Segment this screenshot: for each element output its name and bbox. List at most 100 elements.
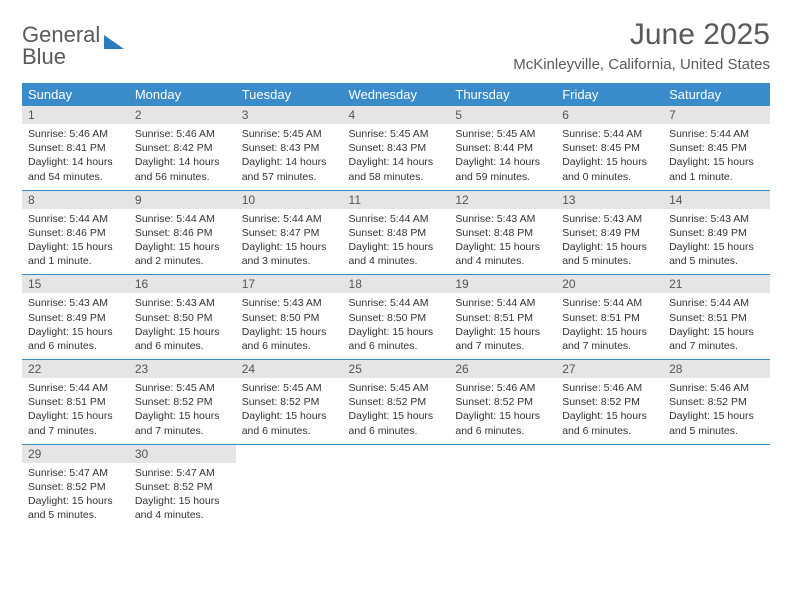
- sunrise-text: Sunrise: 5:43 AM: [28, 296, 123, 310]
- sunset-text: Sunset: 8:52 PM: [242, 395, 337, 409]
- day-body: Sunrise: 5:44 AMSunset: 8:45 PMDaylight:…: [663, 124, 770, 190]
- daylight-line1: Daylight: 15 hours: [28, 494, 123, 508]
- day-cell: 13Sunrise: 5:43 AMSunset: 8:49 PMDayligh…: [556, 190, 663, 275]
- day-body: Sunrise: 5:44 AMSunset: 8:50 PMDaylight:…: [343, 293, 450, 359]
- daylight-line2: and 7 minutes.: [669, 339, 764, 353]
- daylight-line2: and 5 minutes.: [562, 254, 657, 268]
- sunset-text: Sunset: 8:46 PM: [28, 226, 123, 240]
- daylight-line2: and 5 minutes.: [669, 254, 764, 268]
- daylight-line1: Daylight: 15 hours: [28, 240, 123, 254]
- day-number: 28: [663, 360, 770, 378]
- dayname: Monday: [129, 83, 236, 106]
- week-row: 8Sunrise: 5:44 AMSunset: 8:46 PMDaylight…: [22, 190, 770, 275]
- day-cell: [449, 444, 556, 528]
- sunset-text: Sunset: 8:51 PM: [455, 311, 550, 325]
- sunrise-text: Sunrise: 5:43 AM: [455, 212, 550, 226]
- daylight-line1: Daylight: 15 hours: [349, 240, 444, 254]
- sunrise-text: Sunrise: 5:45 AM: [242, 381, 337, 395]
- sunrise-text: Sunrise: 5:44 AM: [455, 296, 550, 310]
- day-cell: 27Sunrise: 5:46 AMSunset: 8:52 PMDayligh…: [556, 360, 663, 445]
- calendar-table: Sunday Monday Tuesday Wednesday Thursday…: [22, 83, 770, 528]
- day-cell: 4Sunrise: 5:45 AMSunset: 8:43 PMDaylight…: [343, 106, 450, 190]
- sunset-text: Sunset: 8:51 PM: [669, 311, 764, 325]
- day-number: 22: [22, 360, 129, 378]
- daylight-line2: and 6 minutes.: [242, 424, 337, 438]
- day-body: Sunrise: 5:46 AMSunset: 8:42 PMDaylight:…: [129, 124, 236, 190]
- sunset-text: Sunset: 8:52 PM: [669, 395, 764, 409]
- sunset-text: Sunset: 8:47 PM: [242, 226, 337, 240]
- day-body: Sunrise: 5:44 AMSunset: 8:46 PMDaylight:…: [22, 209, 129, 275]
- day-number: 9: [129, 191, 236, 209]
- sunset-text: Sunset: 8:46 PM: [135, 226, 230, 240]
- day-body: Sunrise: 5:44 AMSunset: 8:51 PMDaylight:…: [449, 293, 556, 359]
- day-number: 20: [556, 275, 663, 293]
- day-number: 8: [22, 191, 129, 209]
- day-number: 29: [22, 445, 129, 463]
- day-cell: 30Sunrise: 5:47 AMSunset: 8:52 PMDayligh…: [129, 444, 236, 528]
- sunset-text: Sunset: 8:52 PM: [455, 395, 550, 409]
- day-cell: 7Sunrise: 5:44 AMSunset: 8:45 PMDaylight…: [663, 106, 770, 190]
- day-number: 1: [22, 106, 129, 124]
- brand-logo: General Blue: [22, 24, 124, 68]
- daylight-line1: Daylight: 15 hours: [349, 409, 444, 423]
- sunset-text: Sunset: 8:51 PM: [28, 395, 123, 409]
- day-number: 3: [236, 106, 343, 124]
- sunset-text: Sunset: 8:52 PM: [135, 480, 230, 494]
- daylight-line1: Daylight: 15 hours: [562, 409, 657, 423]
- day-body: Sunrise: 5:45 AMSunset: 8:43 PMDaylight:…: [343, 124, 450, 190]
- sunset-text: Sunset: 8:50 PM: [242, 311, 337, 325]
- week-row: 1Sunrise: 5:46 AMSunset: 8:41 PMDaylight…: [22, 106, 770, 190]
- daylight-line1: Daylight: 15 hours: [562, 325, 657, 339]
- sunrise-text: Sunrise: 5:44 AM: [562, 296, 657, 310]
- day-cell: 3Sunrise: 5:45 AMSunset: 8:43 PMDaylight…: [236, 106, 343, 190]
- day-number: 15: [22, 275, 129, 293]
- daylight-line2: and 54 minutes.: [28, 170, 123, 184]
- day-cell: 11Sunrise: 5:44 AMSunset: 8:48 PMDayligh…: [343, 190, 450, 275]
- day-body: Sunrise: 5:44 AMSunset: 8:46 PMDaylight:…: [129, 209, 236, 275]
- day-body: Sunrise: 5:43 AMSunset: 8:50 PMDaylight:…: [236, 293, 343, 359]
- sunrise-text: Sunrise: 5:44 AM: [28, 212, 123, 226]
- day-number: 6: [556, 106, 663, 124]
- week-row: 22Sunrise: 5:44 AMSunset: 8:51 PMDayligh…: [22, 360, 770, 445]
- sunrise-text: Sunrise: 5:44 AM: [669, 296, 764, 310]
- day-cell: [236, 444, 343, 528]
- location-text: McKinleyville, California, United States: [513, 56, 770, 73]
- sunrise-text: Sunrise: 5:43 AM: [669, 212, 764, 226]
- daylight-line2: and 7 minutes.: [455, 339, 550, 353]
- daylight-line1: Daylight: 15 hours: [669, 240, 764, 254]
- daylight-line2: and 5 minutes.: [28, 508, 123, 522]
- sunset-text: Sunset: 8:49 PM: [28, 311, 123, 325]
- dayname: Tuesday: [236, 83, 343, 106]
- sunset-text: Sunset: 8:44 PM: [455, 141, 550, 155]
- day-number: 18: [343, 275, 450, 293]
- daylight-line1: Daylight: 15 hours: [135, 240, 230, 254]
- daylight-line2: and 1 minute.: [28, 254, 123, 268]
- sunrise-text: Sunrise: 5:44 AM: [669, 127, 764, 141]
- daylight-line1: Daylight: 15 hours: [28, 325, 123, 339]
- daylight-line1: Daylight: 15 hours: [28, 409, 123, 423]
- daylight-line2: and 2 minutes.: [135, 254, 230, 268]
- daylight-line2: and 58 minutes.: [349, 170, 444, 184]
- sunrise-text: Sunrise: 5:45 AM: [242, 127, 337, 141]
- day-cell: [343, 444, 450, 528]
- day-number: 19: [449, 275, 556, 293]
- day-cell: 25Sunrise: 5:45 AMSunset: 8:52 PMDayligh…: [343, 360, 450, 445]
- day-number: 16: [129, 275, 236, 293]
- sunrise-text: Sunrise: 5:44 AM: [562, 127, 657, 141]
- page-header: General Blue June 2025 McKinleyville, Ca…: [22, 18, 770, 73]
- day-body: Sunrise: 5:46 AMSunset: 8:52 PMDaylight:…: [556, 378, 663, 444]
- day-cell: 5Sunrise: 5:45 AMSunset: 8:44 PMDaylight…: [449, 106, 556, 190]
- day-cell: 23Sunrise: 5:45 AMSunset: 8:52 PMDayligh…: [129, 360, 236, 445]
- daylight-line2: and 6 minutes.: [349, 339, 444, 353]
- sunset-text: Sunset: 8:43 PM: [349, 141, 444, 155]
- day-number: 4: [343, 106, 450, 124]
- day-body: Sunrise: 5:44 AMSunset: 8:51 PMDaylight:…: [22, 378, 129, 444]
- sunset-text: Sunset: 8:51 PM: [562, 311, 657, 325]
- sunset-text: Sunset: 8:52 PM: [349, 395, 444, 409]
- day-cell: 14Sunrise: 5:43 AMSunset: 8:49 PMDayligh…: [663, 190, 770, 275]
- daylight-line2: and 1 minute.: [669, 170, 764, 184]
- day-body: Sunrise: 5:45 AMSunset: 8:52 PMDaylight:…: [129, 378, 236, 444]
- day-cell: 8Sunrise: 5:44 AMSunset: 8:46 PMDaylight…: [22, 190, 129, 275]
- day-body: Sunrise: 5:43 AMSunset: 8:49 PMDaylight:…: [22, 293, 129, 359]
- day-cell: 10Sunrise: 5:44 AMSunset: 8:47 PMDayligh…: [236, 190, 343, 275]
